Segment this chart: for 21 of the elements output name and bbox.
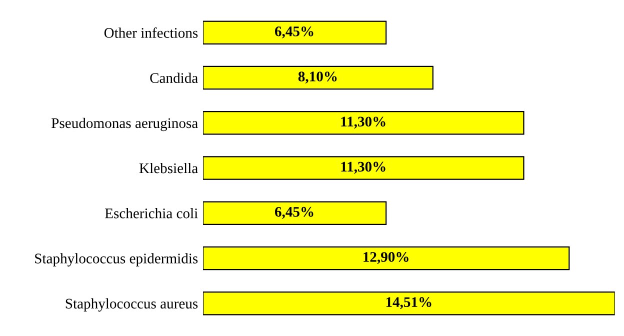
- bar: [203, 292, 615, 316]
- bar: [203, 246, 570, 270]
- y-tick-label: Staphylococcus aureus: [66, 298, 198, 312]
- y-tick-label: Other infections: [104, 27, 198, 38]
- data-label: 6,45%: [274, 26, 314, 38]
- bar: [203, 156, 524, 180]
- data-label: 8,10%: [298, 72, 337, 84]
- data-label: 11,30%: [341, 116, 386, 129]
- data-label: 6,45%: [274, 206, 314, 219]
- bar: [203, 66, 434, 90]
- bar: [203, 111, 524, 135]
- y-tick-label: Pseudomonas aeruginosa: [52, 118, 198, 132]
- y-tick-label: Escherichia coli: [105, 208, 198, 218]
- data-label: 12,90%: [364, 252, 408, 264]
- y-tick-label: Staphylococcus epidermidis: [35, 253, 198, 266]
- bar: [203, 201, 387, 225]
- data-label: 14,51%: [386, 297, 432, 310]
- y-tick-label: Candida: [150, 72, 198, 83]
- bar: [203, 20, 387, 44]
- data-label: 11,30%: [341, 162, 386, 174]
- y-tick-label: Klebsiella: [139, 162, 198, 174]
